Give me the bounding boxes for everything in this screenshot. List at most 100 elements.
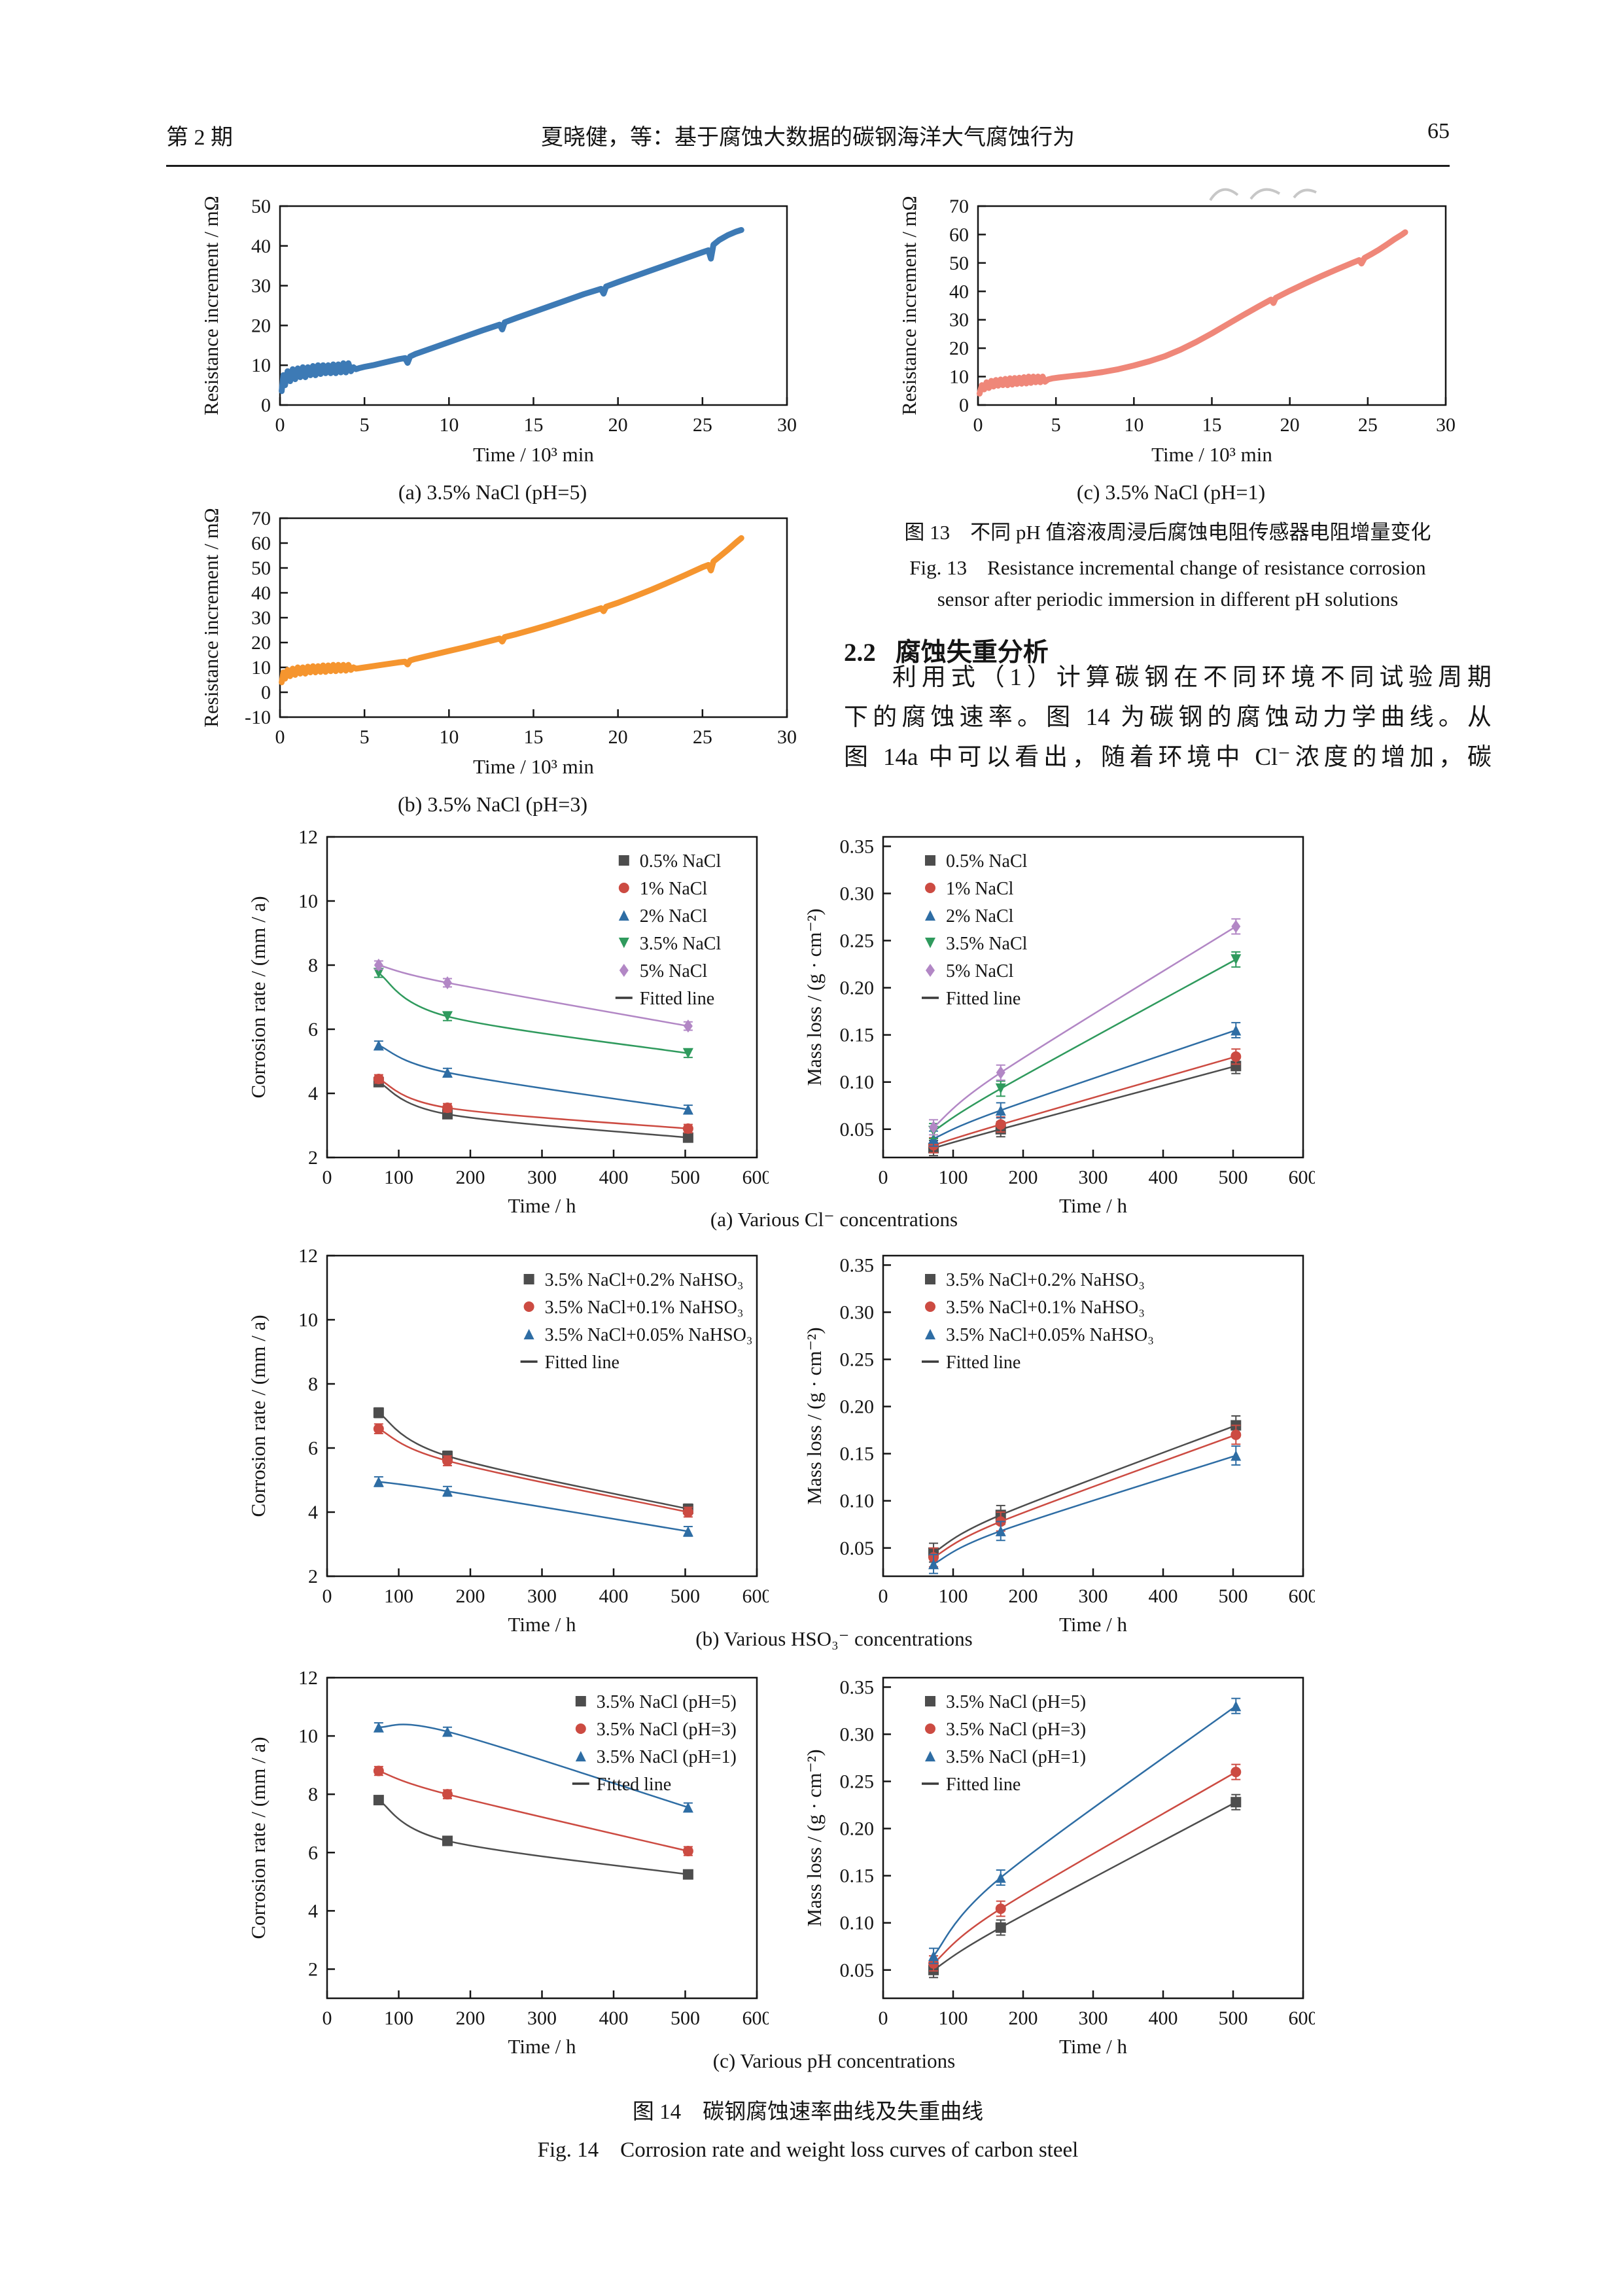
svg-text:Fitted line: Fitted line (946, 989, 1021, 1009)
svg-text:Mass loss / (g · cm⁻²): Mass loss / (g · cm⁻²) (803, 1749, 826, 1926)
chart-resistance-ph3: 0 5 10 15 20 25 30 -10 0 10 20 30 40 50 60 70 Time / 10³… (182, 506, 803, 817)
svg-text:600: 600 (1289, 1585, 1316, 1607)
paragraph-line: 图 14a 中可以看出，随着环境中 Cl⁻浓度的增加，碳 (844, 744, 1492, 771)
svg-text:300: 300 (527, 1167, 557, 1188)
svg-text:100: 100 (939, 1585, 968, 1607)
svg-text:400: 400 (599, 1585, 629, 1607)
svg-text:Time / h: Time / h (1059, 1613, 1127, 1636)
section-heading: 2.2 腐蚀失重分析 (844, 632, 1049, 669)
svg-text:0.10: 0.10 (840, 1491, 875, 1512)
svg-text:0.20: 0.20 (840, 1818, 875, 1840)
svg-text:8: 8 (308, 955, 318, 976)
svg-text:Fitted line: Fitted line (946, 1352, 1021, 1373)
svg-text:200: 200 (1009, 1167, 1038, 1188)
svg-text:5% NaCl: 5% NaCl (946, 961, 1014, 981)
svg-text:5: 5 (360, 414, 370, 436)
svg-text:6: 6 (308, 1019, 318, 1040)
svg-text:10: 10 (439, 726, 459, 748)
svg-text:0: 0 (323, 1585, 332, 1607)
svg-text:0.30: 0.30 (840, 1723, 875, 1745)
svg-text:0.30: 0.30 (840, 1301, 875, 1323)
svg-text:20: 20 (949, 338, 969, 359)
scan-artifact (1209, 188, 1317, 202)
svg-text:5: 5 (360, 726, 370, 748)
rate-hso3-canvas: 0 100 200 300 400 500 600 2 4 6 8 10 12 Time / h Corro… (239, 1245, 772, 1649)
svg-text:20: 20 (251, 315, 271, 336)
svg-text:0.05: 0.05 (840, 1119, 875, 1140)
svg-text:0.20: 0.20 (840, 978, 875, 999)
svg-text:Fitted line: Fitted line (946, 1775, 1021, 1795)
svg-text:300: 300 (1079, 2007, 1108, 2029)
svg-text:3.5% NaCl (pH=1): 3.5% NaCl (pH=1) (946, 1747, 1086, 1767)
fig13-caption-en-1: Fig. 13 Resistance incremental change of… (909, 556, 1426, 579)
svg-text:4: 4 (308, 1502, 318, 1523)
fig14-row-a-caption: (a) Various Cl⁻ concentrations (710, 1208, 958, 1231)
svg-text:10: 10 (251, 657, 271, 679)
resistance-ph1-canvas: 0 5 10 15 20 25 30 0 10 20 30 40 50 60 70 Time / 10³ mi… (880, 194, 1462, 479)
svg-text:100: 100 (939, 2007, 968, 2029)
svg-text:15: 15 (524, 726, 544, 748)
svg-text:6: 6 (308, 1438, 318, 1459)
chart-caption-a: (a) 3.5% NaCl (pH=5) (398, 480, 587, 504)
header-rule (166, 165, 1450, 167)
svg-text:Corrosion rate / (mm / a): Corrosion rate / (mm / a) (247, 1737, 270, 1939)
svg-text:400: 400 (599, 1167, 629, 1188)
chart-resistance-ph5: 0 5 10 15 20 25 30 0 10 20 30 40 50 Time / 10³ min Res… (182, 194, 803, 504)
svg-text:200: 200 (1009, 2007, 1038, 2029)
svg-text:0: 0 (879, 1585, 888, 1607)
svg-text:0: 0 (879, 2007, 888, 2029)
svg-text:Time / h: Time / h (1059, 1194, 1127, 1217)
svg-text:2: 2 (308, 1147, 318, 1169)
svg-text:25: 25 (693, 414, 712, 436)
chart-mass-hso3: 0 100 200 300 400 500 600 0.05 0.10 0.15 0.20 0.25 0… (785, 1246, 1318, 1649)
svg-text:0: 0 (879, 1167, 888, 1188)
svg-text:2% NaCl: 2% NaCl (640, 906, 708, 927)
svg-text:6: 6 (308, 1842, 318, 1863)
svg-text:50: 50 (251, 557, 271, 579)
section-title: 腐蚀失重分析 (895, 639, 1049, 667)
svg-text:300: 300 (527, 1585, 557, 1607)
chart-rate-hso3: 0 100 200 300 400 500 600 2 4 6 8 10 12 Time / h Corro… (239, 1245, 772, 1649)
svg-text:3.5% NaCl+0.1% NaHSO₃: 3.5% NaCl+0.1% NaHSO₃ (946, 1298, 1145, 1318)
chart-rate-ph: 0 100 200 300 400 500 600 2 4 6 8 10 12 Time / h Corro… (239, 1667, 772, 2071)
svg-text:20: 20 (608, 726, 628, 748)
fig14-row-b-caption: (b) Various HSO₃⁻ concentrations (695, 1627, 973, 1650)
svg-text:0: 0 (323, 2007, 332, 2029)
section-number: 2.2 (844, 639, 876, 667)
svg-text:3.5% NaCl+0.05% NaHSO₃: 3.5% NaCl+0.05% NaHSO₃ (946, 1325, 1154, 1345)
svg-text:40: 40 (251, 582, 271, 604)
svg-text:0.20: 0.20 (840, 1396, 875, 1418)
svg-text:Fitted line: Fitted line (640, 989, 714, 1009)
svg-text:0.5% NaCl: 0.5% NaCl (640, 851, 722, 872)
svg-text:30: 30 (251, 607, 271, 629)
svg-text:0.35: 0.35 (840, 1676, 875, 1698)
svg-text:15: 15 (1202, 414, 1222, 436)
fig14-caption-cn: 图 14 碳钢腐蚀速率曲线及失重曲线 (632, 2100, 984, 2124)
svg-text:500: 500 (1219, 1585, 1248, 1607)
svg-text:Fitted line: Fitted line (597, 1775, 671, 1795)
svg-text:3.5% NaCl: 3.5% NaCl (640, 934, 722, 954)
svg-text:Time / 10³ min: Time / 10³ min (1151, 443, 1272, 466)
svg-text:0.05: 0.05 (840, 1960, 875, 1981)
svg-text:10: 10 (439, 414, 459, 436)
svg-text:2% NaCl: 2% NaCl (946, 906, 1014, 927)
svg-text:0.25: 0.25 (840, 1771, 875, 1793)
journal-issue-label: 第 2 期 (166, 126, 233, 150)
svg-text:20: 20 (251, 632, 271, 654)
svg-text:50: 50 (949, 253, 969, 274)
svg-text:3.5% NaCl+0.05% NaHSO₃: 3.5% NaCl+0.05% NaHSO₃ (545, 1325, 753, 1345)
svg-text:2: 2 (308, 1958, 318, 1980)
svg-text:50: 50 (251, 196, 271, 217)
svg-text:0.10: 0.10 (840, 1072, 875, 1093)
svg-text:Time / h: Time / h (508, 1613, 576, 1636)
svg-text:300: 300 (1079, 1167, 1108, 1188)
svg-text:12: 12 (298, 1669, 318, 1689)
svg-text:1% NaCl: 1% NaCl (640, 879, 708, 899)
svg-text:200: 200 (1009, 1585, 1038, 1607)
svg-text:40: 40 (949, 281, 969, 302)
svg-text:-10: -10 (245, 707, 271, 728)
svg-text:3.5% NaCl+0.2% NaHSO₃: 3.5% NaCl+0.2% NaHSO₃ (545, 1270, 744, 1290)
svg-text:0.35: 0.35 (840, 836, 875, 857)
mass-ph-canvas: 0 100 200 300 400 500 600 0.05 0.10 0.15 0.20 0.25 0… (785, 1669, 1318, 2071)
svg-text:4: 4 (308, 1083, 318, 1104)
